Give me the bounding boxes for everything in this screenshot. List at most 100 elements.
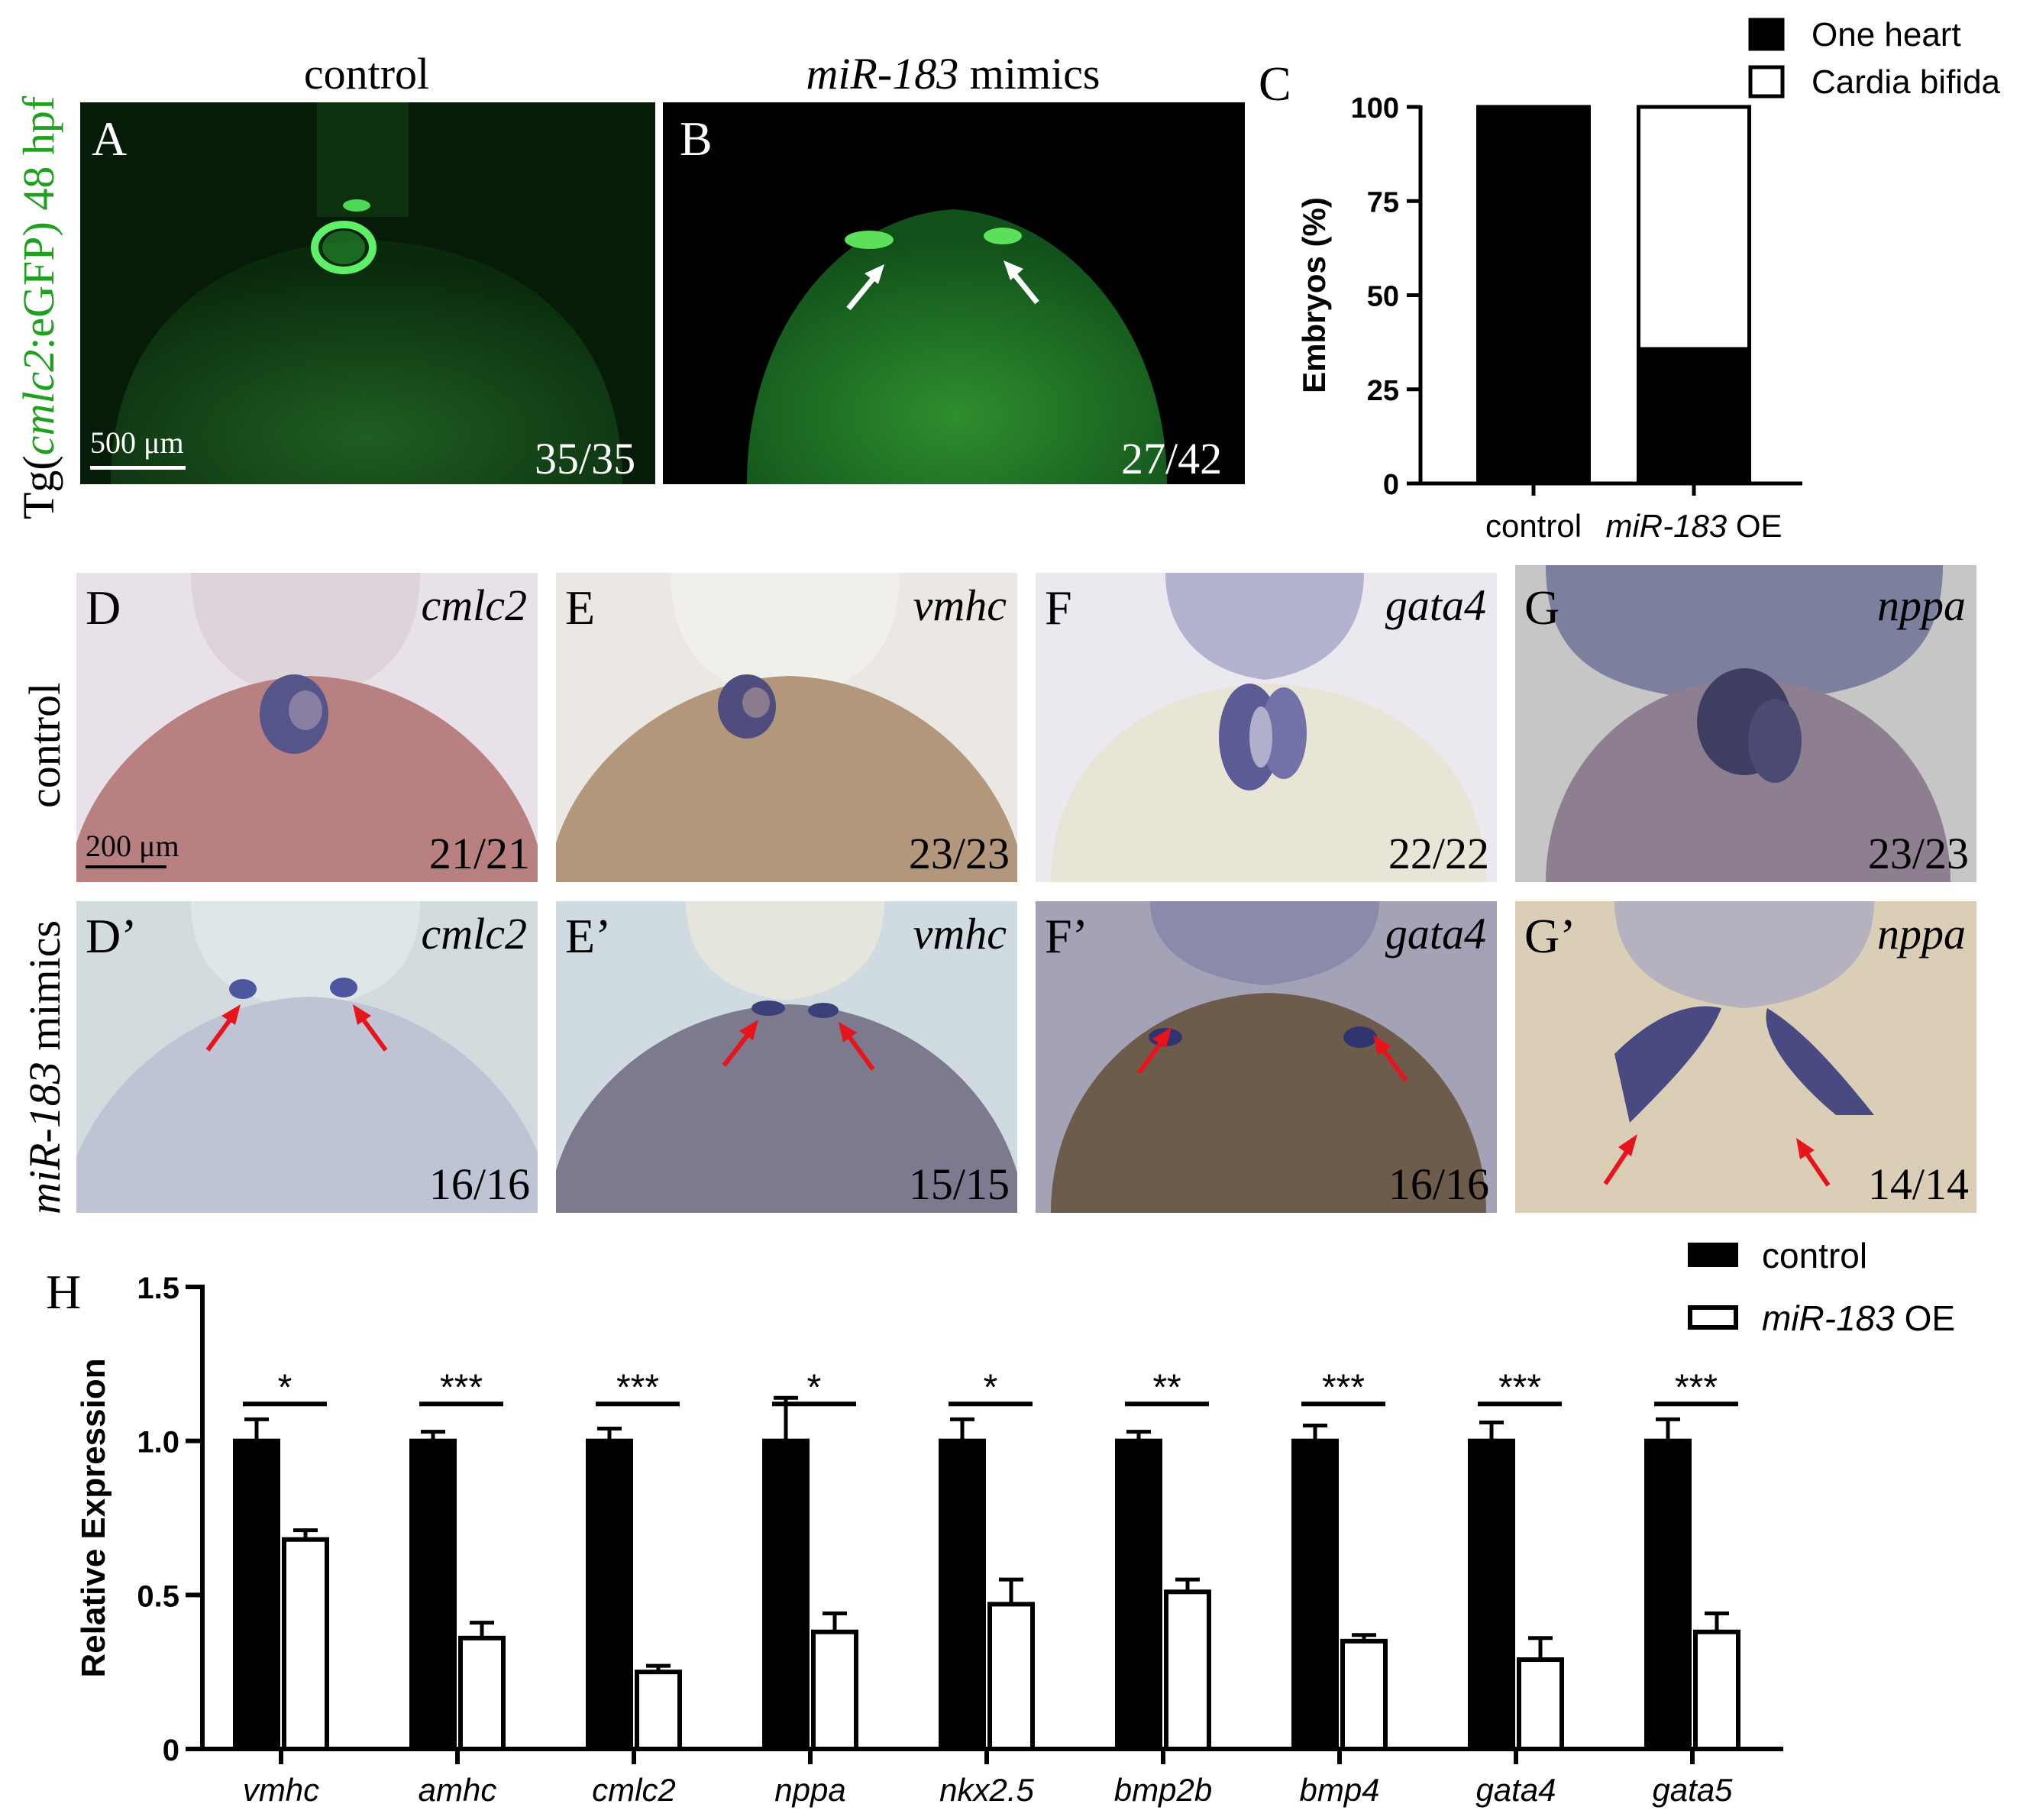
column-title-mimics: miR-183 mimics [806,49,1100,99]
panel-d-label: D [86,580,121,635]
legend-label: Cardia bifida [1812,63,2001,101]
y-tick-label: 1.0 [137,1426,179,1460]
bar-control [939,1438,986,1751]
arrow-right-icon [1004,260,1039,305]
panel-e-image [556,573,1017,882]
y-tick-label: 0.5 [137,1579,179,1613]
bar-cardia-bifida [1637,105,1751,351]
arrow-right-icon [353,1004,388,1052]
significance-marker: *** [1322,1367,1365,1408]
panel-a-fluorescence [80,102,655,484]
panel-b-image [663,102,1245,484]
embryo-count: 21/21 [428,829,530,878]
panel-e-prime-image [556,901,1017,1213]
x-tick-label: gata4 [1475,1772,1556,1808]
arrow-left-icon [722,1020,758,1067]
gene-label: nppa [1877,909,1966,958]
legend-label: control [1762,1236,1867,1275]
panel-d-prime-label: D’ [86,909,137,963]
bar-mir-183-oe [1693,1629,1740,1751]
gene-label: cmlc2 [421,580,528,630]
gene-label: nppa [1877,580,1966,630]
bar-control [1468,1438,1515,1751]
chart-c: 0 25 50 75 100 Embryos (%) control miR-183 OE On… [1296,16,2001,544]
arrow-left-icon [846,264,884,311]
bar-mir-183-oe [1517,1657,1564,1751]
bar-control [409,1438,457,1751]
bar-control [1644,1438,1692,1751]
x-tick-label: bmp4 [1299,1772,1379,1808]
significance-marker: * [984,1367,998,1408]
significance-marker: * [807,1367,822,1408]
y-tick-label: 0 [163,1734,179,1767]
x-tick-label: control [1485,508,1582,544]
bar-mir-183-oe [635,1670,682,1752]
x-tick-label: bmp2b [1114,1772,1212,1808]
gene-label: vmhc [913,580,1007,630]
y-tick-label: 25 [1367,375,1399,407]
panel-a-count: 35/35 [535,434,636,483]
bar-mir-183-oe [1340,1638,1388,1751]
panel-f-label: F [1045,580,1072,635]
bar-mir-183-oe [1164,1589,1211,1751]
row-label-control: control [20,682,69,808]
significance-marker: *** [1498,1367,1541,1408]
x-tick-label: miR-183 OE [1605,508,1782,544]
legend-swatch [1688,1243,1738,1267]
embryo-count: 23/23 [908,829,1010,878]
row-label-mimics: miR-183 mimics [20,920,69,1214]
panel-f-image [1036,573,1497,882]
arrow-left-icon [205,1004,241,1052]
panel-d-image [76,573,538,882]
panel-b-label: B [680,112,713,166]
bar-mir-183-oe [282,1537,329,1751]
bar-one-heart [1476,105,1591,486]
gene-label: cmlc2 [421,909,528,958]
transgenic-label: Tg(cmlc2:eGFP) 48 hpf [14,95,63,519]
bar-one-heart [1637,347,1751,486]
arrow-right-icon [1373,1035,1408,1082]
bar-mir-183-oe [458,1635,506,1751]
arrow-left-icon [1603,1134,1637,1185]
y-tick-label: 50 [1367,281,1399,313]
significance-marker: * [278,1367,292,1408]
panel-c-label: C [1259,57,1291,111]
bar-mir-183-oe [987,1602,1035,1751]
x-tick-label: nppa [774,1772,845,1808]
panel-f-prime-image [1036,901,1497,1213]
transgenic-gene: cmlc2 [14,349,63,456]
embryo-count: 14/14 [1867,1159,1969,1209]
legend-label: miR-183 OE [1762,1298,1955,1338]
y-tick-label: 1.5 [137,1272,179,1305]
bar-control [762,1438,810,1751]
embryo-count: 23/23 [1867,829,1969,878]
panel-b-count: 27/42 [1121,434,1223,483]
y-tick-label: 75 [1367,186,1399,218]
significance-marker: *** [1675,1367,1718,1408]
y-tick-label: 100 [1351,92,1399,124]
x-tick-label: vmhc [243,1772,319,1808]
bar-control [233,1438,280,1751]
x-tick-label: gata5 [1652,1772,1733,1808]
scale-bar-500 [90,466,186,470]
x-tick-label: cmlc2 [592,1772,676,1808]
bar-mir-183-oe [811,1629,858,1751]
arrow-right-icon [1796,1138,1831,1187]
column-title-control: control [303,49,430,99]
embryo-count: 16/16 [428,1159,530,1209]
panel-a-image [80,102,655,484]
significance-marker: *** [616,1367,659,1408]
legend-swatch [1748,18,1785,51]
bar-control [1291,1438,1339,1751]
x-tick-label: amhc [419,1772,497,1808]
embryo-count: 16/16 [1388,1159,1489,1209]
bar-control [1115,1438,1162,1751]
y-tick-label: 0 [1383,469,1399,501]
legend-swatch [1688,1305,1738,1330]
significance-marker: *** [440,1367,483,1408]
scale-bar-500-label: 500 μm [90,425,184,460]
panel-h-label: H [46,1265,82,1319]
bar-control [586,1438,633,1751]
panel-e-prime-label: E’ [565,909,612,963]
panel-e-label: E [565,580,596,635]
